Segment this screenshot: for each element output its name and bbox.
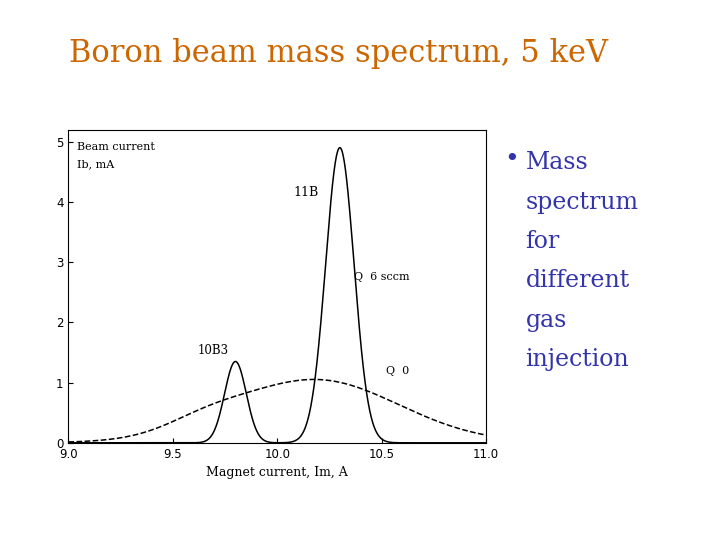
- Text: spectrum: spectrum: [526, 191, 639, 214]
- Text: Q  0: Q 0: [386, 366, 409, 375]
- Text: for: for: [526, 230, 560, 253]
- Text: 11B: 11B: [294, 186, 319, 199]
- Text: Mass: Mass: [526, 151, 588, 174]
- Text: Boron beam mass spectrum, 5 keV: Boron beam mass spectrum, 5 keV: [69, 38, 608, 69]
- Text: •: •: [504, 148, 518, 172]
- Text: Q  6 sccm: Q 6 sccm: [354, 272, 410, 282]
- Text: injection: injection: [526, 348, 629, 372]
- Text: different: different: [526, 269, 630, 293]
- Text: Beam current: Beam current: [77, 141, 155, 152]
- Text: Ib, mA: Ib, mA: [77, 160, 114, 170]
- Text: 10B3: 10B3: [198, 345, 229, 357]
- Text: gas: gas: [526, 309, 567, 332]
- X-axis label: Magnet current, Im, A: Magnet current, Im, A: [207, 466, 348, 479]
